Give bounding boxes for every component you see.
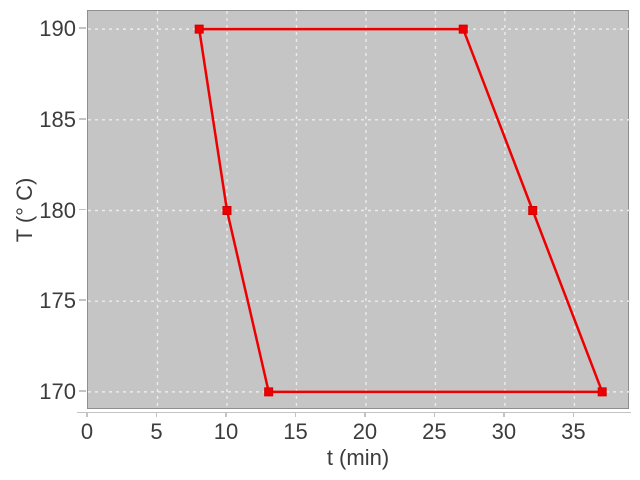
x-tick-mark [364,411,366,417]
x-tick-mark [86,411,88,417]
x-tick-label: 20 [352,419,378,444]
x-tick-mark [225,411,227,417]
x-tick-mark [294,411,297,417]
y-tick-mark [79,118,86,120]
y-tick-mark [79,299,86,301]
y-tick-mark [79,208,86,211]
y-tick-mark [79,390,86,392]
y-tick-label: 175 [39,288,76,314]
plot-canvas [88,11,630,410]
x-tick-label: 5 [150,419,163,444]
x-tick-label: 25 [422,419,447,444]
x-tick-mark [155,411,158,417]
y-tick-label: 180 [39,197,76,223]
data-point-marker [597,387,607,397]
x-tick-label: 15 [283,419,308,444]
x-axis-line [77,411,631,413]
data-point-marker [458,24,468,34]
x-tick-label: 10 [213,419,239,444]
x-tick-label: 0 [80,419,94,444]
x-axis-title: t (min) [326,445,390,470]
data-point-marker [222,206,232,215]
y-tick-label: 185 [39,106,76,132]
data-point-marker [194,24,204,34]
x-tick-mark [503,411,505,417]
series-line [197,27,605,394]
x-tick-label: 30 [491,419,517,444]
x-tick-label: 35 [561,419,586,444]
x-tick-mark [433,411,436,417]
plot-area [87,10,630,410]
y-tick-label: 170 [39,378,76,404]
data-point-marker [264,387,274,397]
x-tick-mark [572,411,575,417]
y-tick-label: 190 [39,16,76,42]
data-point-marker [528,206,538,215]
y-tick-mark [79,27,86,29]
